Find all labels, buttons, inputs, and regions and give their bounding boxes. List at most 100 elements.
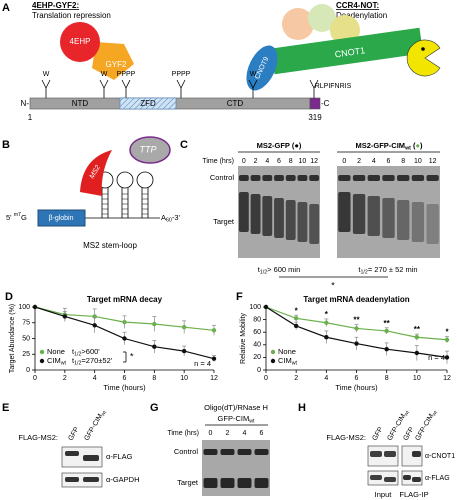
label: Time (hrs) <box>167 430 199 437</box>
text-part: wt <box>292 361 298 367</box>
panel-letter: G <box>150 402 159 414</box>
gel-band <box>352 194 366 234</box>
chart-title: Target mRNA deadenylation <box>303 295 409 304</box>
text-part: t <box>72 347 75 356</box>
line <box>41 79 47 89</box>
label: GFP <box>67 426 80 442</box>
label: -C <box>321 99 330 108</box>
ttp-protein <box>129 136 171 164</box>
y-tick-label: 0 <box>26 367 30 374</box>
text-part: 5' <box>6 213 14 222</box>
label: β-globin <box>48 215 73 222</box>
text-part: 1/2 <box>74 352 81 358</box>
label: CCR4-NOT: <box>336 1 379 10</box>
text-part: GFP-CIM <box>414 413 435 442</box>
label: A60-3' <box>161 213 181 224</box>
text-part: CIM <box>47 356 61 365</box>
label: 4EHP <box>70 37 91 46</box>
data-point <box>384 328 389 334</box>
label: Time (hrs) <box>202 158 234 165</box>
y-tick-label: 100 <box>18 304 30 311</box>
label: 0 <box>242 158 246 165</box>
cnot1 <box>270 27 424 75</box>
text-part: wt <box>404 146 411 152</box>
data-point <box>92 323 97 328</box>
label: GFP-CIMwt <box>414 408 439 443</box>
line <box>248 79 254 89</box>
text-part: wt <box>432 410 440 418</box>
pacman-eye <box>421 47 425 51</box>
stem-loop <box>116 171 134 189</box>
gel-band <box>262 196 273 236</box>
data-point <box>293 316 299 321</box>
pacman <box>406 39 441 77</box>
y-tick-label: 60 <box>253 329 261 336</box>
gel-band <box>220 478 235 488</box>
label: α-FLAG <box>106 452 133 461</box>
text-part: G <box>21 213 27 222</box>
data-point <box>354 326 359 331</box>
text-part: 1/2 <box>74 361 81 367</box>
x-tick-label: 2 <box>294 375 298 382</box>
text-part: None <box>278 347 296 356</box>
c-terminal-motif <box>309 97 321 110</box>
gel-band <box>285 175 296 181</box>
label: 12 <box>429 158 437 165</box>
text-part: 1/2 <box>260 270 267 276</box>
label: 2 <box>226 430 230 437</box>
zfd-domain <box>119 97 177 110</box>
x-tick-label: 12 <box>443 375 451 382</box>
label: 10 <box>299 158 307 165</box>
y-tick-label: 80 <box>253 316 261 323</box>
data-point <box>181 324 187 330</box>
text-part: >600' <box>81 347 100 356</box>
label: CTD <box>227 99 244 108</box>
label: ZFD <box>140 99 156 108</box>
label: Deadenylation <box>336 11 387 20</box>
text-part: A <box>161 213 166 222</box>
x-tick-label: 6 <box>355 375 359 382</box>
panel-letter: A <box>2 2 10 14</box>
label: RLPIFNRIS <box>315 83 352 90</box>
gel-band <box>412 451 421 457</box>
x-axis-label: Time (hours) <box>335 383 378 392</box>
label: MS2-GFP (●) <box>257 141 302 150</box>
gel-band <box>397 175 410 181</box>
gel-band <box>397 200 410 240</box>
data-point <box>384 347 389 352</box>
data-point <box>354 341 359 346</box>
label: PPPP <box>117 71 136 78</box>
gel-band <box>238 175 249 181</box>
label: 4 <box>265 158 269 165</box>
line <box>121 79 127 89</box>
y-tick-label: 50 <box>22 335 30 342</box>
text-part: t <box>72 356 75 365</box>
label: 1 <box>28 113 33 122</box>
gel-band <box>250 175 261 181</box>
gel-band <box>254 478 269 488</box>
text-part: > 600 min <box>267 265 300 274</box>
label: FLAG-MS2: <box>326 433 366 442</box>
data-point <box>414 350 420 356</box>
label: Control <box>174 447 199 456</box>
gel-band <box>65 451 79 456</box>
gel-band <box>237 478 252 488</box>
text-part: ● <box>416 141 421 150</box>
label: GYF2 <box>106 60 127 69</box>
gel-band <box>384 477 396 482</box>
label: GFP-CIMwt <box>218 414 255 425</box>
panel-letter: F <box>236 291 243 303</box>
gel-band <box>250 194 261 234</box>
data-point <box>444 355 450 360</box>
x-tick-label: 8 <box>385 375 389 382</box>
stem-loop <box>136 171 154 189</box>
label: MS2-GFP-CIMwt (●) <box>355 141 423 152</box>
gel-band <box>338 192 351 232</box>
label: Target <box>213 217 235 226</box>
panel-letter: D <box>5 291 13 303</box>
label: 6 <box>277 158 281 165</box>
data-point <box>444 337 450 342</box>
text-part: -3' <box>172 213 181 222</box>
gel-band <box>83 455 99 461</box>
gyf2 <box>92 42 134 80</box>
